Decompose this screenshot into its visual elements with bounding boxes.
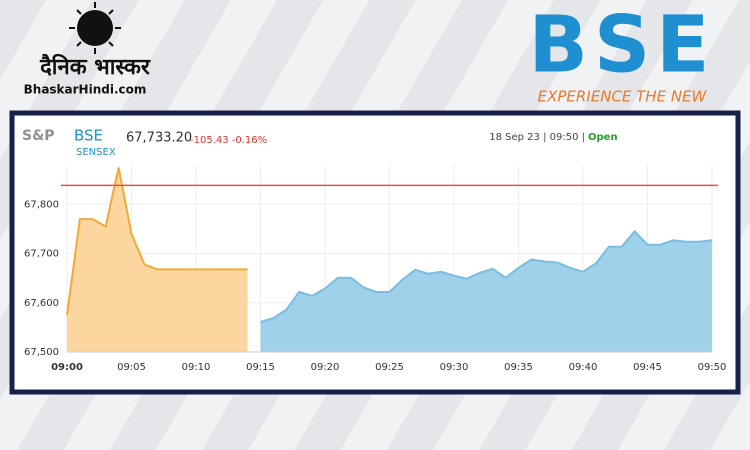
y-tick-label: 67,500 [24,347,59,358]
x-tick-label: 09:10 [182,362,211,373]
publisher: दैनिक भास्कर [39,53,151,80]
brand: S&P [22,128,55,144]
status: Open [588,132,618,143]
x-tick-label: 09:30 [440,362,469,373]
x-tick-label: 09:50 [698,362,727,373]
index-logo: BSE [74,127,103,145]
y-tick-label: 67,800 [24,199,59,210]
x-tick-label: 09:35 [504,362,533,373]
area [67,167,248,352]
sun-logo [69,2,121,54]
line [66,167,248,316]
x-tick-label: 09:15 [246,362,275,373]
timestamp: 18 Sep 23 | 09:50 | [489,132,585,143]
tagline: EXPERIENCE THE NEW [538,88,708,106]
x-tick-label: 09:45 [633,362,662,373]
x-tick-label: 09:00 [51,362,83,373]
bse-logo: BSE [529,0,716,90]
x-tick-label: 09:25 [375,362,404,373]
line [260,229,713,323]
site: BhaskarHindi.com [24,83,147,97]
last-price: 67,733.20 [126,131,192,146]
x-tick-label: 09:20 [311,362,340,373]
area [260,231,712,352]
chart-title: SENSEX [76,147,116,158]
plot: 67,500 67,600 67,700 67,800 09:00 09:05 09:10 0… [24,165,726,373]
change: -105.43 -0.16% [190,135,267,146]
x-tick-label: 09:40 [569,362,598,373]
y-tick-label: 67,700 [24,249,59,260]
x-tick-label: 09:05 [117,362,146,373]
y-tick-label: 67,600 [24,298,59,309]
